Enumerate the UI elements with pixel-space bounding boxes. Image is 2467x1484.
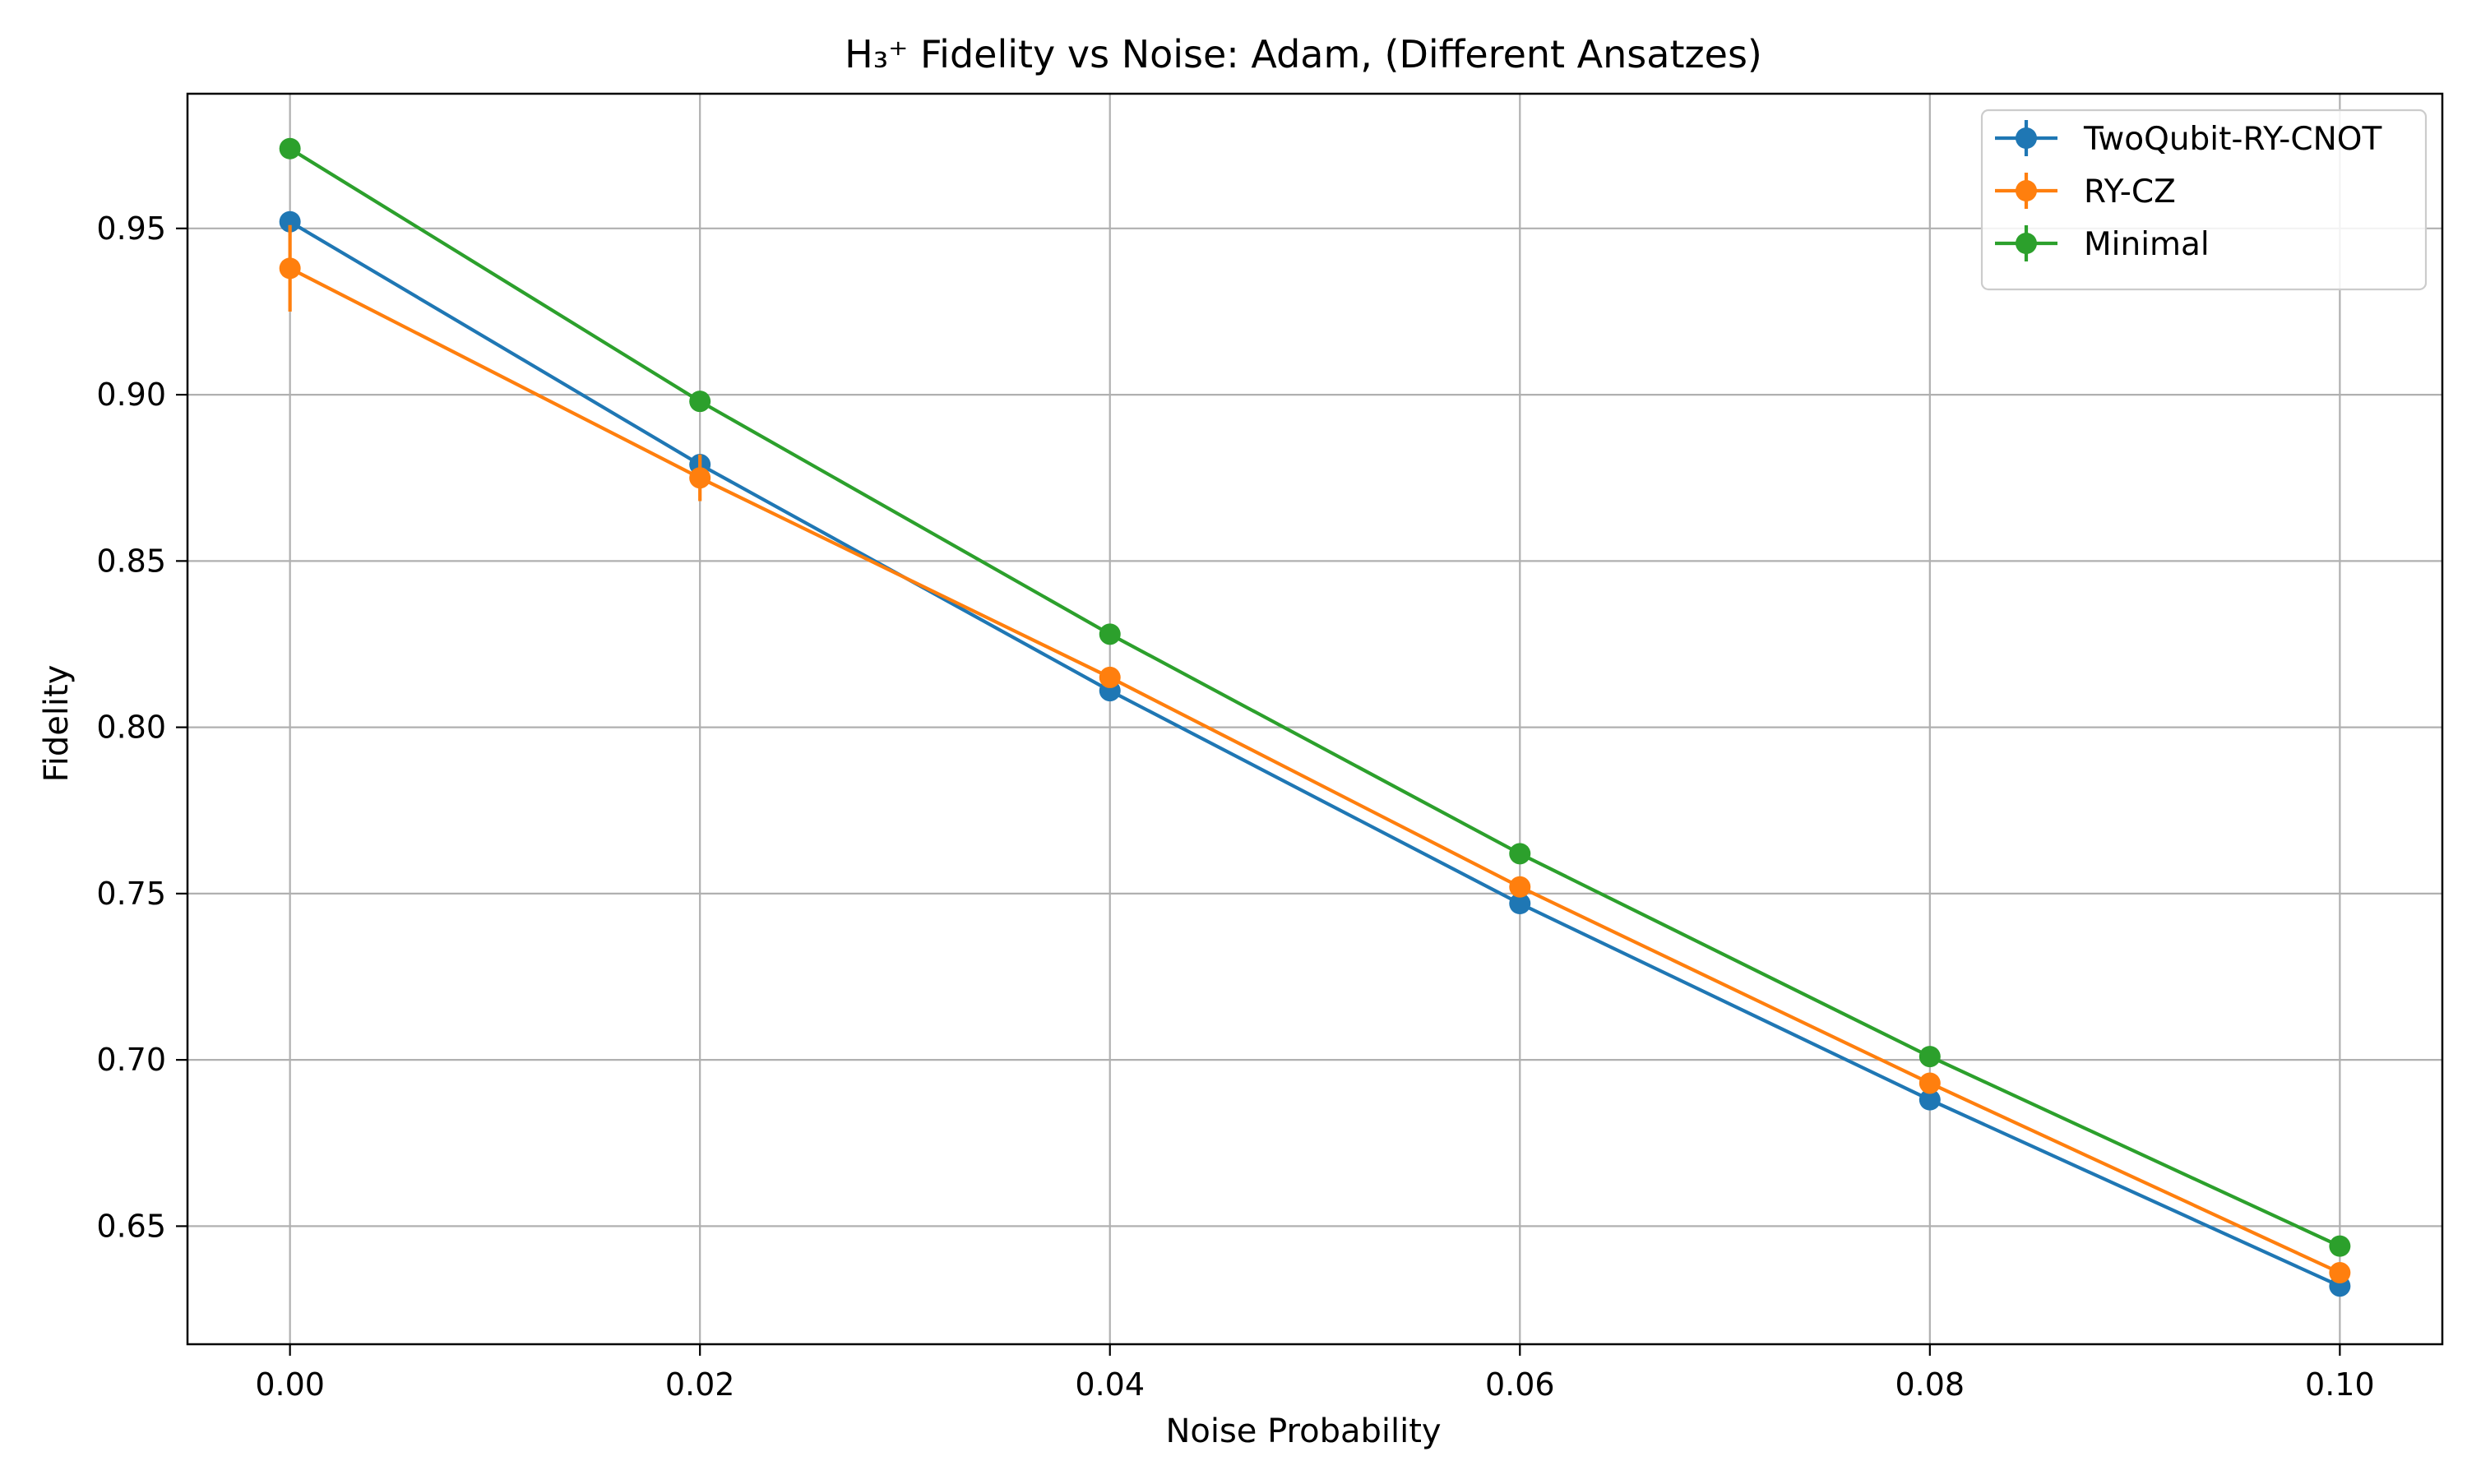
x-tick-label: 0.08: [1895, 1366, 1965, 1403]
x-tick-label: 0.06: [1485, 1366, 1555, 1403]
axes-ticks: 0.00 0.02 0.04 0.06 0.08 0.10 0.65 0.70 0.75 0.80…: [96, 210, 2374, 1403]
legend-item: TwoQubit-RY-CNOT: [1995, 120, 2381, 158]
y-tick-label: 0.95: [96, 210, 166, 247]
data-point: [279, 137, 301, 159]
legend-label: Minimal: [2084, 226, 2210, 263]
y-tick-label: 0.65: [96, 1208, 166, 1244]
series-group: [279, 137, 2351, 1297]
data-point: [279, 210, 301, 233]
chart-title: H₃⁺ Fidelity vs Noise: Adam, (Different …: [845, 32, 1762, 76]
plot-frame: [186, 92, 2444, 1346]
series-minimal: [279, 137, 2351, 1257]
legend-swatch-marker: [2016, 180, 2037, 201]
x-axis-label: Noise Probability: [1165, 1412, 1441, 1450]
data-point: [1919, 1046, 1941, 1068]
y-tick-label: 0.75: [96, 876, 166, 912]
legend: TwoQubit-RY-CNOT RY-CZ Minimal: [1980, 109, 2428, 291]
data-point: [689, 391, 711, 413]
data-point: [2329, 1262, 2351, 1284]
legend-swatch-marker: [2016, 233, 2037, 254]
data-point: [2329, 1235, 2351, 1257]
legend-item: RY-CZ: [1995, 173, 2176, 210]
x-tick-label: 0.02: [665, 1366, 735, 1403]
data-point: [1919, 1089, 1941, 1111]
legend-item: Minimal: [1995, 225, 2210, 263]
data-point: [1509, 876, 1531, 898]
series-line: [289, 146, 2341, 1248]
y-tick-label: 0.80: [96, 710, 166, 746]
y-tick-label: 0.90: [96, 377, 166, 413]
y-axis-label: Fidelity: [38, 665, 76, 783]
data-point: [1099, 666, 1121, 688]
data-point: [1509, 843, 1531, 865]
series-line: [289, 220, 2341, 1288]
x-tick-label: 0.10: [2305, 1366, 2375, 1403]
y-tick-label: 0.85: [96, 543, 166, 579]
legend-frame: [1980, 109, 2428, 291]
data-point: [1509, 893, 1531, 915]
legend-swatch-marker: [2016, 127, 2037, 149]
series-ry-cz: [279, 224, 2351, 1284]
y-tick-label: 0.70: [96, 1042, 166, 1078]
data-point: [1099, 623, 1121, 645]
x-tick-label: 0.00: [255, 1366, 325, 1403]
grid: [187, 94, 2442, 1344]
data-point: [689, 467, 711, 489]
x-tick-label: 0.04: [1075, 1366, 1145, 1403]
data-point: [1919, 1072, 1941, 1094]
legend-label: TwoQubit-RY-CNOT: [2083, 121, 2381, 158]
series-line: [289, 266, 2341, 1274]
data-point: [279, 257, 301, 280]
legend-label: RY-CZ: [2084, 173, 2176, 210]
